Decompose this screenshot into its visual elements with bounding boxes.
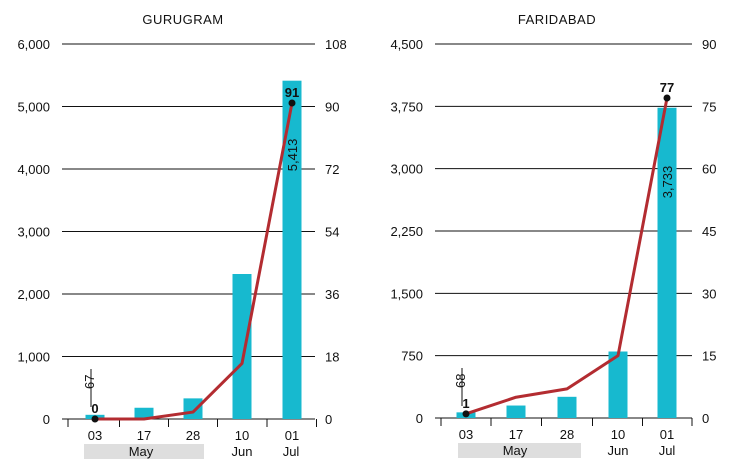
gurugram-bar-data-label: 67	[82, 375, 97, 389]
faridabad-bar	[657, 107, 677, 419]
gurugram-month-label: May	[129, 444, 154, 459]
gurugram-right-tick-label: 18	[325, 350, 339, 365]
gurugram-left-tick-label: 1,000	[17, 350, 50, 365]
gurugram-left-tick-label: 2,000	[17, 287, 50, 302]
faridabad-line-data-label: 77	[660, 80, 674, 95]
faridabad-right-tick-label: 0	[702, 411, 709, 426]
gurugram-left-tick-label: 0	[43, 412, 50, 427]
gurugram-line-data-label: 0	[91, 401, 98, 416]
gurugram-x-tick-label: 01	[285, 428, 299, 443]
gurugram-bar	[134, 407, 154, 419]
gurugram-x-tick-label: 17	[137, 428, 151, 443]
gurugram-right-tick-label: 36	[325, 287, 339, 302]
faridabad-right-tick-label: 75	[702, 99, 716, 114]
gurugram-right-tick-label: 0	[325, 412, 332, 427]
gurugram-line-series	[93, 101, 294, 421]
gurugram-right-tick-label: 90	[325, 100, 339, 115]
faridabad-right-tick-label: 15	[702, 349, 716, 364]
gurugram-right-tick-label: 72	[325, 162, 339, 177]
faridabad-month-label: Jun	[608, 443, 629, 458]
faridabad-x-tick-label: 10	[611, 427, 625, 442]
faridabad-right-tick-label: 90	[702, 37, 716, 52]
faridabad-x-tick-label: 17	[509, 427, 523, 442]
gurugram-left-tick-label: 4,000	[17, 162, 50, 177]
gurugram-x-tick-label: 03	[88, 428, 102, 443]
faridabad-right-tick-label: 60	[702, 162, 716, 177]
gurugram-right-tick-label: 54	[325, 225, 339, 240]
gurugram-bar	[282, 80, 302, 419]
faridabad-x-tick-label: 03	[459, 427, 473, 442]
gurugram-left-tick-label: 5,000	[17, 100, 50, 115]
gurugram-month-label: Jun	[232, 444, 253, 459]
faridabad-x-tick-label: 01	[660, 427, 674, 442]
faridabad-bar	[506, 405, 526, 418]
faridabad-month-label: Jul	[659, 443, 676, 458]
faridabad-bar-data-label: 68	[453, 374, 468, 388]
faridabad-left-tick-label: 0	[416, 411, 423, 426]
faridabad-month-band	[458, 443, 581, 458]
faridabad-line-data-label: 1	[462, 396, 469, 411]
faridabad-left-tick-label: 4,500	[390, 37, 423, 52]
faridabad-left-tick-label: 1,500	[390, 286, 423, 301]
gurugram-x-tick-label: 10	[235, 428, 249, 443]
gurugram-line-label-dot	[288, 99, 296, 107]
gurugram-line-data-label: 91	[285, 85, 299, 100]
gurugram-line-label-dot	[91, 415, 99, 423]
faridabad-line-series	[464, 96, 669, 416]
gurugram-month-label: Jul	[283, 444, 300, 459]
faridabad-left-tick-label: 3,000	[390, 162, 423, 177]
faridabad-left-tick-label: 2,250	[390, 224, 423, 239]
gurugram-x-tick-label: 28	[186, 428, 200, 443]
gurugram-month-band	[84, 444, 204, 459]
gurugram-chart-panel: GURUGRAM 0 0 1,000 18 2,000 36 3,000 54 4,000 72 5,…	[17, 12, 347, 459]
faridabad-month-label: May	[503, 443, 528, 458]
faridabad-left-tick-label: 750	[401, 349, 423, 364]
faridabad-bar	[608, 351, 628, 418]
faridabad-bar-data-label: 3,733	[660, 166, 675, 199]
gurugram-chart-title: GURUGRAM	[142, 12, 223, 27]
gurugram-bar-data-label: 5,413	[285, 139, 300, 172]
faridabad-left-tick-label: 3,750	[390, 99, 423, 114]
gurugram-bar	[232, 274, 252, 419]
gurugram-bar	[183, 398, 203, 419]
faridabad-right-tick-label: 45	[702, 224, 716, 239]
faridabad-bar	[557, 396, 577, 418]
faridabad-chart-panel: FARIDABAD 0 0 750 15 1,500 30 2,250 45 3,000 60 3,7…	[390, 12, 716, 458]
faridabad-line-label-dot	[462, 410, 470, 418]
faridabad-line-label-dot	[663, 94, 671, 102]
gurugram-right-tick-label: 108	[325, 37, 347, 52]
faridabad-right-tick-label: 30	[702, 286, 716, 301]
faridabad-x-tick-label: 28	[560, 427, 574, 442]
gurugram-left-tick-label: 6,000	[17, 37, 50, 52]
gurugram-left-tick-label: 3,000	[17, 225, 50, 240]
faridabad-chart-title: FARIDABAD	[518, 12, 596, 27]
